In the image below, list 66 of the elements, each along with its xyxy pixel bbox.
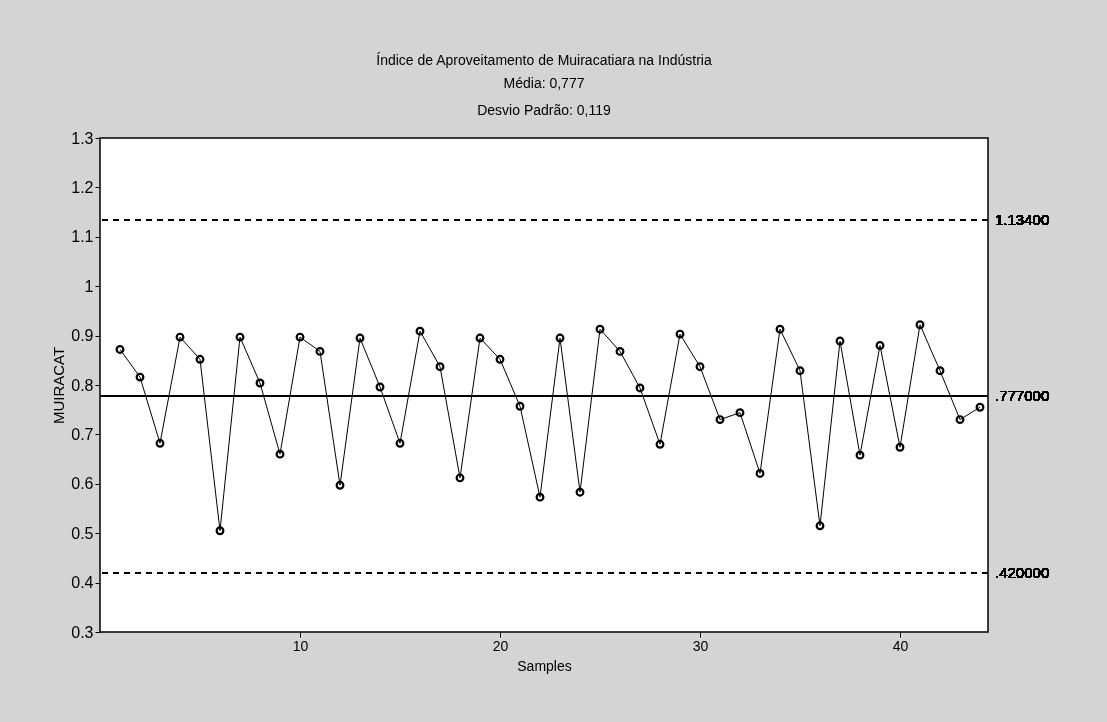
point [395,438,405,448]
point [175,332,185,342]
point [255,378,265,388]
point [375,382,385,392]
y-tick-label: 0.7 [71,425,94,443]
point [475,333,485,343]
point [435,362,445,372]
point [295,332,305,342]
y-tick-label: 1.2 [71,178,94,196]
point [655,439,665,449]
point [955,415,965,425]
y-tick-label: 0.4 [71,574,94,592]
y-tick-label: 1 [84,277,94,295]
y-tick-label: 0.8 [71,376,94,394]
point [495,354,505,364]
point [855,450,865,460]
y-tick-label: 0.9 [71,327,94,345]
point [755,468,765,478]
point [535,492,545,502]
ref-line-label: .777000 [995,387,1050,405]
point [615,346,625,356]
point [575,487,585,497]
x-tick-label: 40 [892,637,909,654]
point [715,415,725,425]
y-axis-title: MUIRACAT [50,346,68,425]
x-tick-label: 20 [492,637,509,654]
y-tick-label: 1.3 [71,129,94,147]
point [595,324,605,334]
point [155,438,165,448]
point [635,383,645,393]
x-tick-label: 30 [692,637,709,654]
point [235,332,245,342]
point [215,526,225,536]
x-axis-title: Samples [517,657,572,674]
chart-title: Índice de Aproveitamento de Muiracatiara na Indústria [376,52,712,68]
point [975,402,985,412]
point [135,372,145,382]
point [935,366,945,376]
point [675,329,685,339]
point [555,333,565,343]
y-tick-label: 0.6 [71,475,94,493]
point [895,442,905,452]
ref-line-label: 1.13400 [995,211,1050,228]
point [835,336,845,346]
point [455,473,465,483]
y-tick-label: 1.1 [71,228,94,246]
point [815,521,825,531]
point [415,326,425,336]
point [915,320,925,330]
point [115,344,125,354]
point [775,324,785,334]
x-tick-label: 10 [292,637,309,654]
point [695,362,705,372]
point [275,449,285,459]
point [515,401,525,411]
chart-subtitle: Média: 0,777 Desvio Padrão: 0,119 [477,75,612,118]
y-tick-label: 0.3 [71,623,94,641]
point [735,408,745,418]
ref-line-label: .420000 [995,563,1050,581]
y-tick-label: 0.5 [71,524,94,542]
point [795,366,805,376]
point [355,333,365,343]
point [875,341,885,350]
point [335,480,345,490]
point [315,346,325,356]
point [195,354,205,364]
